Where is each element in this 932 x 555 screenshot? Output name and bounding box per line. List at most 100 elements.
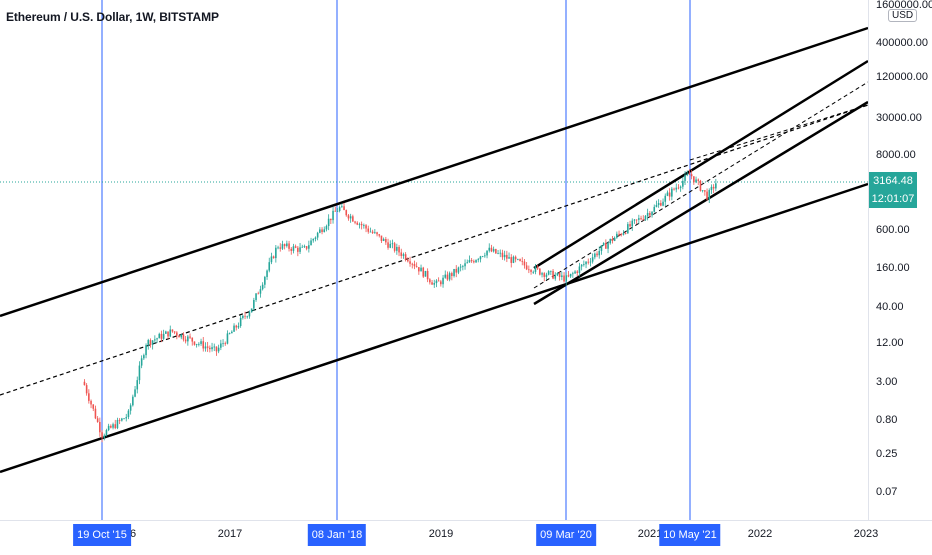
candle-body-30 xyxy=(149,340,152,345)
candle-body-247 xyxy=(627,224,629,234)
candle-body-41 xyxy=(173,331,176,333)
last-price-label: 3164.48 xyxy=(869,172,917,190)
candle-body-236 xyxy=(602,243,605,246)
candle-body-285 xyxy=(710,186,713,191)
candle-body-56 xyxy=(206,346,209,348)
candle-body-15 xyxy=(116,419,119,429)
candle-body-98 xyxy=(299,247,301,252)
candle-body-180 xyxy=(479,256,482,260)
candle-body-188 xyxy=(497,253,499,254)
candle-body-26 xyxy=(140,358,143,366)
candle-body-204 xyxy=(532,271,535,273)
candle-body-283 xyxy=(706,191,708,200)
candle-body-153 xyxy=(420,267,422,272)
date-marker-flag[interactable]: 09 Mar '20 xyxy=(536,524,596,546)
candle-body-102 xyxy=(308,245,310,249)
candle-body-60 xyxy=(215,346,218,352)
candle-body-61 xyxy=(217,347,220,352)
candle-body-163 xyxy=(442,277,444,285)
candle-body-137 xyxy=(385,238,387,243)
date-marker-flag[interactable]: 10 May '21 xyxy=(659,524,721,546)
candle-body-254 xyxy=(642,219,645,220)
candle-body-192 xyxy=(506,254,508,259)
candle-body-258 xyxy=(651,211,653,216)
candle-body-268 xyxy=(673,188,675,190)
candle-body-89 xyxy=(279,247,282,249)
date-marker-flag[interactable]: 08 Jan '18 xyxy=(307,524,367,546)
candle-body-206 xyxy=(536,266,539,269)
candle-body-164 xyxy=(444,274,447,278)
candle-body-152 xyxy=(418,267,420,272)
candle-body-27 xyxy=(143,355,145,359)
candle-body-100 xyxy=(303,246,306,248)
price-tick-label: 30000.00 xyxy=(876,112,922,124)
candle-body-237 xyxy=(605,243,607,249)
candle-body-73 xyxy=(244,315,246,317)
countdown-label: 12:01:07 xyxy=(869,190,917,208)
candle-body-219 xyxy=(565,275,568,282)
date-marker-flag[interactable]: 19 Oct '15 xyxy=(73,524,131,546)
candle-body-159 xyxy=(433,283,436,285)
price-tick-label: 1600000.00 xyxy=(876,0,932,11)
time-axis[interactable] xyxy=(0,520,932,551)
candle-body-91 xyxy=(283,244,286,247)
candle-body-8 xyxy=(101,432,103,438)
candle-body-199 xyxy=(521,260,524,262)
candle-body-6 xyxy=(96,418,99,422)
candle-body-241 xyxy=(613,237,616,241)
candle-body-264 xyxy=(664,195,667,202)
candle-body-214 xyxy=(554,275,557,279)
candle-body-114 xyxy=(334,210,337,212)
price-axis[interactable] xyxy=(868,0,932,520)
candle-body-273 xyxy=(684,175,686,181)
candle-body-80 xyxy=(259,289,262,294)
candle-body-75 xyxy=(248,312,251,317)
candle-body-142 xyxy=(396,246,398,251)
candle-body-197 xyxy=(517,259,519,260)
candle-body-193 xyxy=(508,257,510,259)
candle-body-122 xyxy=(352,216,354,222)
candle-body-181 xyxy=(481,256,484,258)
candle-body-36 xyxy=(162,333,165,339)
candle-body-207 xyxy=(539,268,541,275)
candle-body-65 xyxy=(226,333,229,344)
mid-channel-line xyxy=(0,104,869,396)
candle-body-231 xyxy=(591,257,594,262)
candle-body-154 xyxy=(422,267,425,277)
currency-tag[interactable]: USD xyxy=(888,9,918,22)
candle-body-18 xyxy=(123,418,125,420)
candle-body-90 xyxy=(281,244,284,249)
candle-body-43 xyxy=(178,335,180,338)
candle-body-138 xyxy=(387,242,389,248)
candle-body-232 xyxy=(594,253,596,258)
candle-body-235 xyxy=(600,245,603,251)
candle-body-168 xyxy=(453,268,455,276)
candle-body-66 xyxy=(228,333,231,335)
candle-body-240 xyxy=(611,238,614,241)
candle-body-117 xyxy=(341,206,343,208)
candle-body-266 xyxy=(668,192,671,197)
candle-body-256 xyxy=(646,212,649,216)
candle-body-260 xyxy=(655,205,658,207)
lower-channel-line xyxy=(0,182,869,474)
candle-body-175 xyxy=(468,260,471,263)
candle-body-167 xyxy=(451,273,453,276)
candle-body-96 xyxy=(294,246,297,248)
candle-body-271 xyxy=(679,186,682,188)
candle-body-81 xyxy=(261,284,264,290)
candle-body-70 xyxy=(237,325,240,328)
candle-body-95 xyxy=(292,246,295,251)
candle-body-136 xyxy=(382,238,385,241)
candle-body-274 xyxy=(686,173,689,176)
candle-body-244 xyxy=(620,233,623,235)
candle-body-229 xyxy=(587,261,590,263)
candle-body-243 xyxy=(618,233,620,235)
candle-body-194 xyxy=(510,257,513,263)
candle-body-127 xyxy=(363,225,365,227)
candle-body-223 xyxy=(574,271,576,274)
candle-body-245 xyxy=(622,232,625,235)
candle-body-48 xyxy=(189,336,191,338)
candle-body-248 xyxy=(629,224,631,227)
